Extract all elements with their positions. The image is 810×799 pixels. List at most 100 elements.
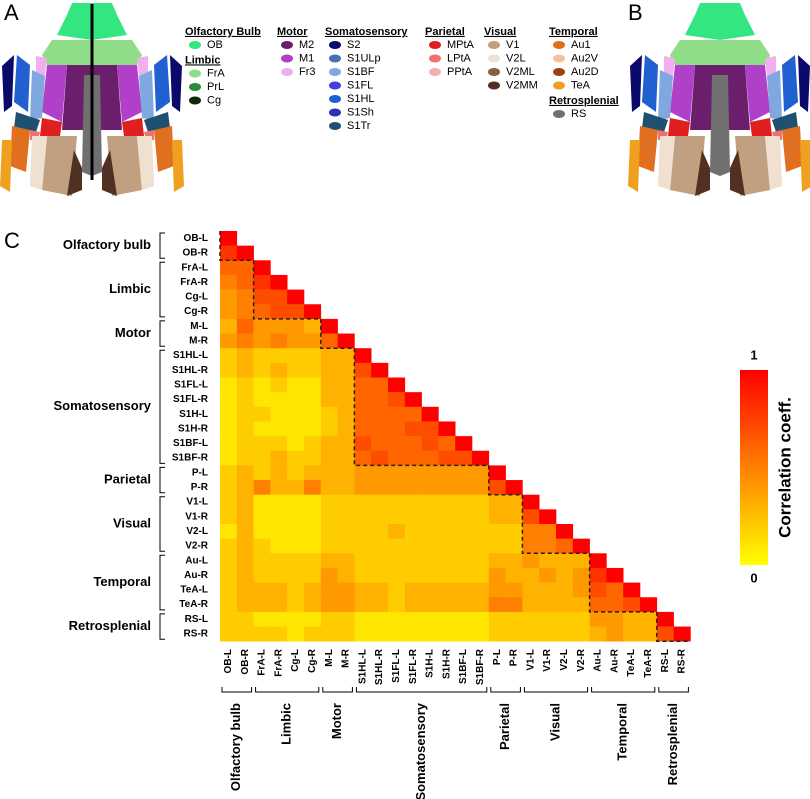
heatmap-cell [253,392,271,408]
heatmap-cell [472,553,490,569]
heatmap-cell [287,392,305,408]
heatmap-cell [304,436,322,452]
heatmap-cell [488,480,506,495]
heatmap-cell [539,538,557,554]
heatmap-cell [472,567,490,583]
heatmap-cell [253,377,271,393]
heatmap-cell [421,626,439,642]
row-label: OB-L [184,233,208,244]
legend-swatch [281,54,293,63]
heatmap-cell [236,304,254,320]
column-label: TeA-L [626,649,637,677]
heatmap-cell [388,421,406,437]
heatmap-cell [220,260,238,276]
heatmap-cell [236,260,254,276]
heatmap-cell [236,245,254,261]
row-group-label: Limbic [109,281,151,296]
column-label: S1H-L [425,649,436,678]
legend-label: M2 [299,39,314,51]
heatmap-cell [438,450,456,466]
heatmap-cell [236,465,254,481]
heatmap-cell [236,333,254,349]
heatmap-cell [270,392,288,408]
heatmap-cell [472,538,490,554]
heatmap-cell [287,333,305,349]
heatmap-cell [421,553,439,569]
legend-label: S1Tr [347,120,371,132]
heatmap-cell [404,553,422,569]
heatmap-cell [623,597,641,613]
heatmap-cell [522,553,540,569]
heatmap-cell [287,626,305,642]
heatmap-cell [287,538,305,554]
legend-swatch [329,68,341,76]
heatmap-cell [304,450,322,466]
heatmap-cell [404,567,422,583]
heatmap-cell [304,348,322,364]
heatmap-cell [253,538,271,554]
heatmap-cell [220,406,238,422]
group-outline [656,611,691,642]
heatmap-cell [522,494,540,510]
heatmap-cell [404,406,422,422]
heatmap-cell [287,377,305,393]
heatmap-cell [371,480,389,495]
heatmap-cell [320,406,338,422]
heatmap-cell [371,611,389,627]
heatmap-cell [287,582,305,598]
heatmap-cell [371,553,389,569]
brain-left [0,3,92,196]
heatmap-cell [455,480,473,495]
heatmap-cell [270,421,288,437]
legend-group-title: Retrosplenial [549,95,619,107]
heatmap-cell [404,538,422,554]
heatmap-cell [320,567,338,583]
heatmap-cell [421,450,439,466]
heatmap-cell [640,626,658,642]
legend-label: PrL [207,81,224,93]
group-outline [320,318,355,349]
heatmap-cell [388,597,406,613]
heatmap-cell [539,567,557,583]
row-label: FrA-R [180,277,209,288]
heatmap-cell [472,524,490,539]
heatmap-cell [606,567,624,583]
heatmap-cell [371,524,389,539]
heatmap-cell [304,494,322,510]
heatmap-cell [388,626,406,642]
heatmap-cell [472,611,490,627]
heatmap-cell [287,480,305,495]
heatmap-cell [287,465,305,481]
heatmap-cell [236,494,254,510]
row-label: M-R [189,336,209,347]
heatmap-cell [287,348,305,364]
heatmap-cell [220,333,238,349]
heatmap-cell [337,348,355,364]
heatmap-cell [270,450,288,466]
heatmap-cell [236,480,254,495]
heatmap-cell [589,597,607,613]
heatmap-cell [236,611,254,627]
heatmap-cell [236,377,254,393]
heatmap-cell [236,597,254,613]
heatmap-cell [253,260,271,276]
column-bracket [255,687,320,693]
heatmap-cell [320,626,338,642]
heatmap-cell [304,333,322,349]
heatmap-cell [388,567,406,583]
heatmap-cell [438,611,456,627]
heatmap-cell [556,582,574,598]
heatmap-cell [287,611,305,627]
legend-swatch [553,81,565,90]
heatmap-cell [556,553,574,569]
legend-swatch [189,69,201,78]
heatmap-cell [354,553,372,569]
heatmap-cell [220,626,238,642]
legend-swatch [553,68,565,76]
row-group-label: Motor [115,325,151,340]
heatmap-cell [354,582,372,598]
column-label: V2-L [559,649,570,671]
heatmap-cell [320,436,338,452]
heatmap-cell [455,494,473,510]
heatmap-cell [371,406,389,422]
